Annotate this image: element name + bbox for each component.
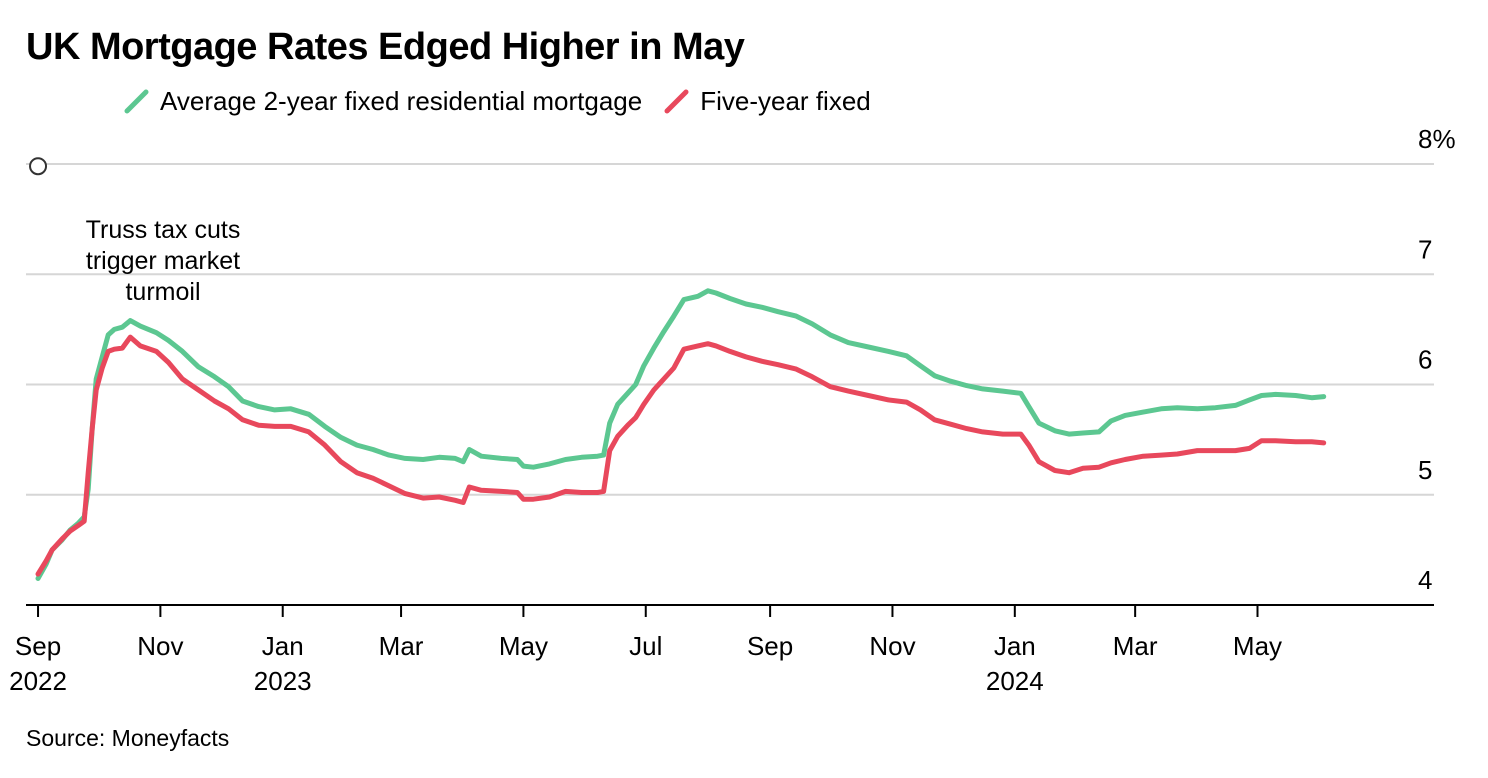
- chart-title: UK Mortgage Rates Edged Higher in May: [26, 26, 745, 68]
- series-lines: [35, 288, 1327, 581]
- annotation: Truss tax cuts trigger market turmoil: [29, 157, 241, 306]
- x-tick-label: Mar: [379, 631, 424, 661]
- grid-lines: [26, 163, 1434, 496]
- legend-swatch-five-year: [664, 89, 689, 113]
- series-line-two-year: [35, 288, 1327, 581]
- x-tick-year-label: 2023: [254, 666, 312, 696]
- annotation-marker: [29, 157, 48, 176]
- x-tick-year-label: 2024: [986, 666, 1044, 696]
- series-line-five-year: [35, 334, 1327, 577]
- x-axis: Sep 2022 Nov Jan 2023 Mar May Jul Sep Nov Jan 2024 M…: [9, 604, 1434, 696]
- annotation-text-line: trigger market: [86, 247, 240, 275]
- legend: Average 2-year fixed residential mortgag…: [124, 86, 893, 117]
- y-tick-label: 7: [1418, 234, 1432, 264]
- x-tick-year-label: 2022: [9, 666, 67, 696]
- legend-item-two-year: Average 2-year fixed residential mortgag…: [124, 86, 642, 117]
- legend-label-two-year: Average 2-year fixed residential mortgag…: [160, 86, 643, 116]
- y-tick-label: 5: [1418, 455, 1432, 485]
- x-tick-label: Jan: [994, 631, 1036, 661]
- x-tick-label: Jul: [629, 631, 662, 661]
- y-tick-label: 8%: [1418, 124, 1456, 154]
- x-tick-label: Sep: [15, 631, 61, 661]
- annotation-text-line: Truss tax cuts: [86, 216, 241, 244]
- legend-swatch-two-year: [124, 89, 149, 113]
- x-tick-label: Nov: [869, 631, 915, 661]
- x-tick-label: May: [1233, 631, 1282, 661]
- y-axis: 4 5 6 7 8%: [1418, 124, 1456, 595]
- x-tick-label: Mar: [1113, 631, 1158, 661]
- legend-label-five-year: Five-year fixed: [700, 86, 871, 116]
- x-tick-label: May: [499, 631, 548, 661]
- x-tick-label: Nov: [137, 631, 183, 661]
- y-tick-label: 6: [1418, 345, 1432, 375]
- x-tick-label: Sep: [747, 631, 793, 661]
- legend-item-five-year: Five-year fixed: [664, 86, 871, 117]
- source-note: Source: Moneyfacts: [26, 725, 230, 751]
- annotation-text-line: turmoil: [125, 278, 200, 306]
- x-tick-label: Jan: [262, 631, 304, 661]
- y-tick-label: 4: [1418, 565, 1432, 595]
